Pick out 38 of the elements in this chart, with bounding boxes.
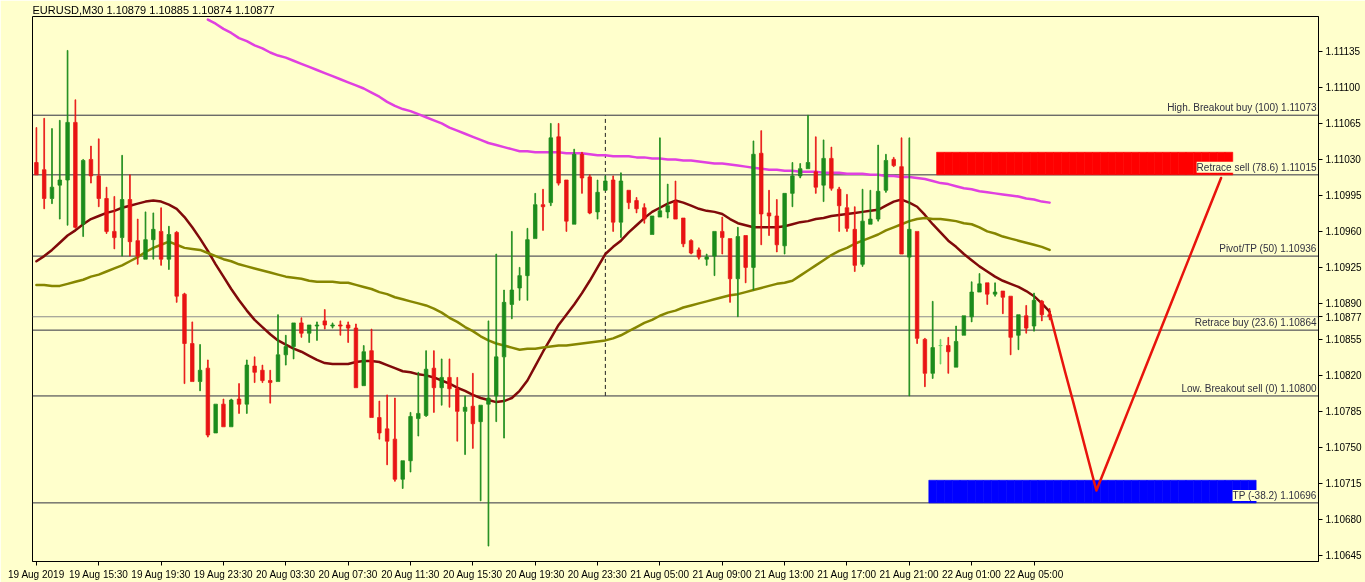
y-tick-label: 1.10877	[1325, 311, 1363, 323]
x-tick-label: 20 Aug 19:30	[505, 568, 565, 580]
x-tick-label: 21 Aug 09:00	[692, 568, 752, 580]
x-tick-label: 19 Aug 15:30	[69, 568, 129, 580]
y-tick-label: 1.11065	[1325, 118, 1362, 130]
y-tick-label: 1.10680	[1325, 514, 1363, 526]
ref-line-label: Retrace buy (23.6) 1.10864	[1194, 317, 1317, 329]
x-tick-label: 22 Aug 01:00	[941, 568, 1002, 580]
x-tick-label: 20 Aug 23:30	[567, 568, 628, 580]
y-tick-label: 1.10855	[1325, 334, 1363, 346]
x-tick-label: 20 Aug 07:30	[318, 568, 378, 580]
x-tick-label: 20 Aug 15:30	[443, 568, 503, 580]
y-tick-label: 1.10785	[1325, 406, 1363, 418]
ref-line-label: Pivot/TP (50) 1.10936	[1219, 243, 1317, 255]
y-tick-label: 1.10995	[1325, 190, 1363, 202]
x-tick-label: 19 Aug 2019	[8, 568, 65, 580]
y-tick-label: 1.11135	[1325, 46, 1361, 58]
x-tick-label: 20 Aug 03:30	[256, 568, 316, 580]
y-tick-label: 1.10750	[1325, 442, 1363, 454]
y-tick-label: 1.10820	[1325, 370, 1363, 382]
x-tick-label: 19 Aug 19:30	[131, 568, 191, 580]
y-tick-label: 1.10645	[1325, 550, 1363, 562]
ref-line-label: Low. Breakout sell (0) 1.10800	[1181, 382, 1317, 394]
y-tick-label: 1.10960	[1325, 226, 1363, 238]
x-tick-label: 20 Aug 11:30	[381, 568, 440, 580]
y-tick-label: 1.11030	[1325, 154, 1362, 166]
y-tick-label: 1.10890	[1325, 298, 1363, 310]
ref-line-label: High. Breakout buy (100) 1.11073	[1167, 102, 1317, 114]
chart-title: EURUSD,M30 1.10879 1.10885 1.10874 1.10877	[32, 3, 275, 16]
x-tick-label: 22 Aug 05:00	[1004, 568, 1064, 580]
y-tick-label: 1.10715	[1325, 478, 1363, 490]
x-tick-label: 21 Aug 13:00	[754, 568, 815, 580]
x-tick-label: 21 Aug 21:00	[879, 568, 939, 580]
y-tick-label: 1.11100	[1325, 82, 1361, 94]
x-tick-label: 21 Aug 17:00	[817, 568, 877, 580]
x-tick-label: 19 Aug 23:30	[193, 568, 254, 580]
x-tick-label: 21 Aug 05:00	[630, 568, 690, 580]
y-tick-label: 1.10925	[1325, 262, 1363, 274]
